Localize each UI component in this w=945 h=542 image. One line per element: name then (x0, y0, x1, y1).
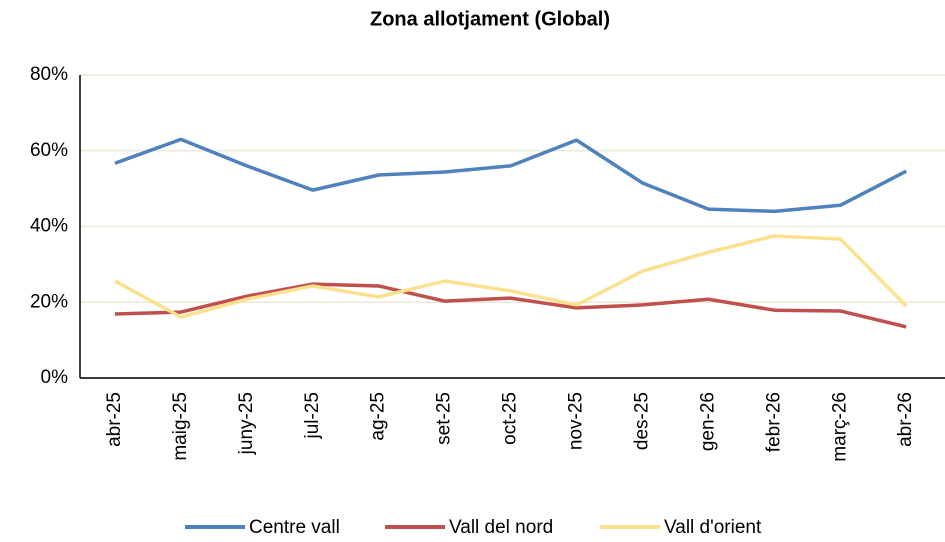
legend-label: Vall d'orient (664, 517, 762, 538)
y-tick-label: 0% (41, 367, 69, 388)
chart-title: Zona allotjament (Global) (370, 8, 610, 30)
legend-label: Vall del nord (449, 517, 553, 538)
series-line (114, 137, 908, 214)
x-tick-label: abr-25 (104, 392, 125, 447)
x-tick-label: ag-25 (368, 392, 389, 441)
series-line (114, 282, 907, 329)
x-tick-label: set-25 (434, 392, 455, 445)
x-tick-label: gen-26 (697, 392, 718, 451)
x-tick-label: oct-25 (500, 392, 521, 445)
legend-label: Centre vall (249, 517, 340, 538)
x-tick-label: jul-25 (302, 392, 323, 439)
y-tick-label: 80% (30, 64, 68, 85)
x-tick-label: març-26 (829, 392, 850, 462)
y-tick-label: 40% (30, 216, 68, 237)
x-tick-label: juny-25 (236, 392, 257, 455)
x-tick-label: febr-26 (763, 392, 784, 452)
x-tick-label: maig-25 (170, 392, 191, 461)
y-tick-label: 60% (30, 140, 68, 161)
x-tick-label: nov-25 (566, 392, 587, 450)
x-tick-label: abr-26 (895, 392, 916, 447)
x-tick-label: des-25 (631, 392, 652, 450)
y-tick-label: 20% (30, 291, 68, 312)
series-line (114, 234, 908, 319)
